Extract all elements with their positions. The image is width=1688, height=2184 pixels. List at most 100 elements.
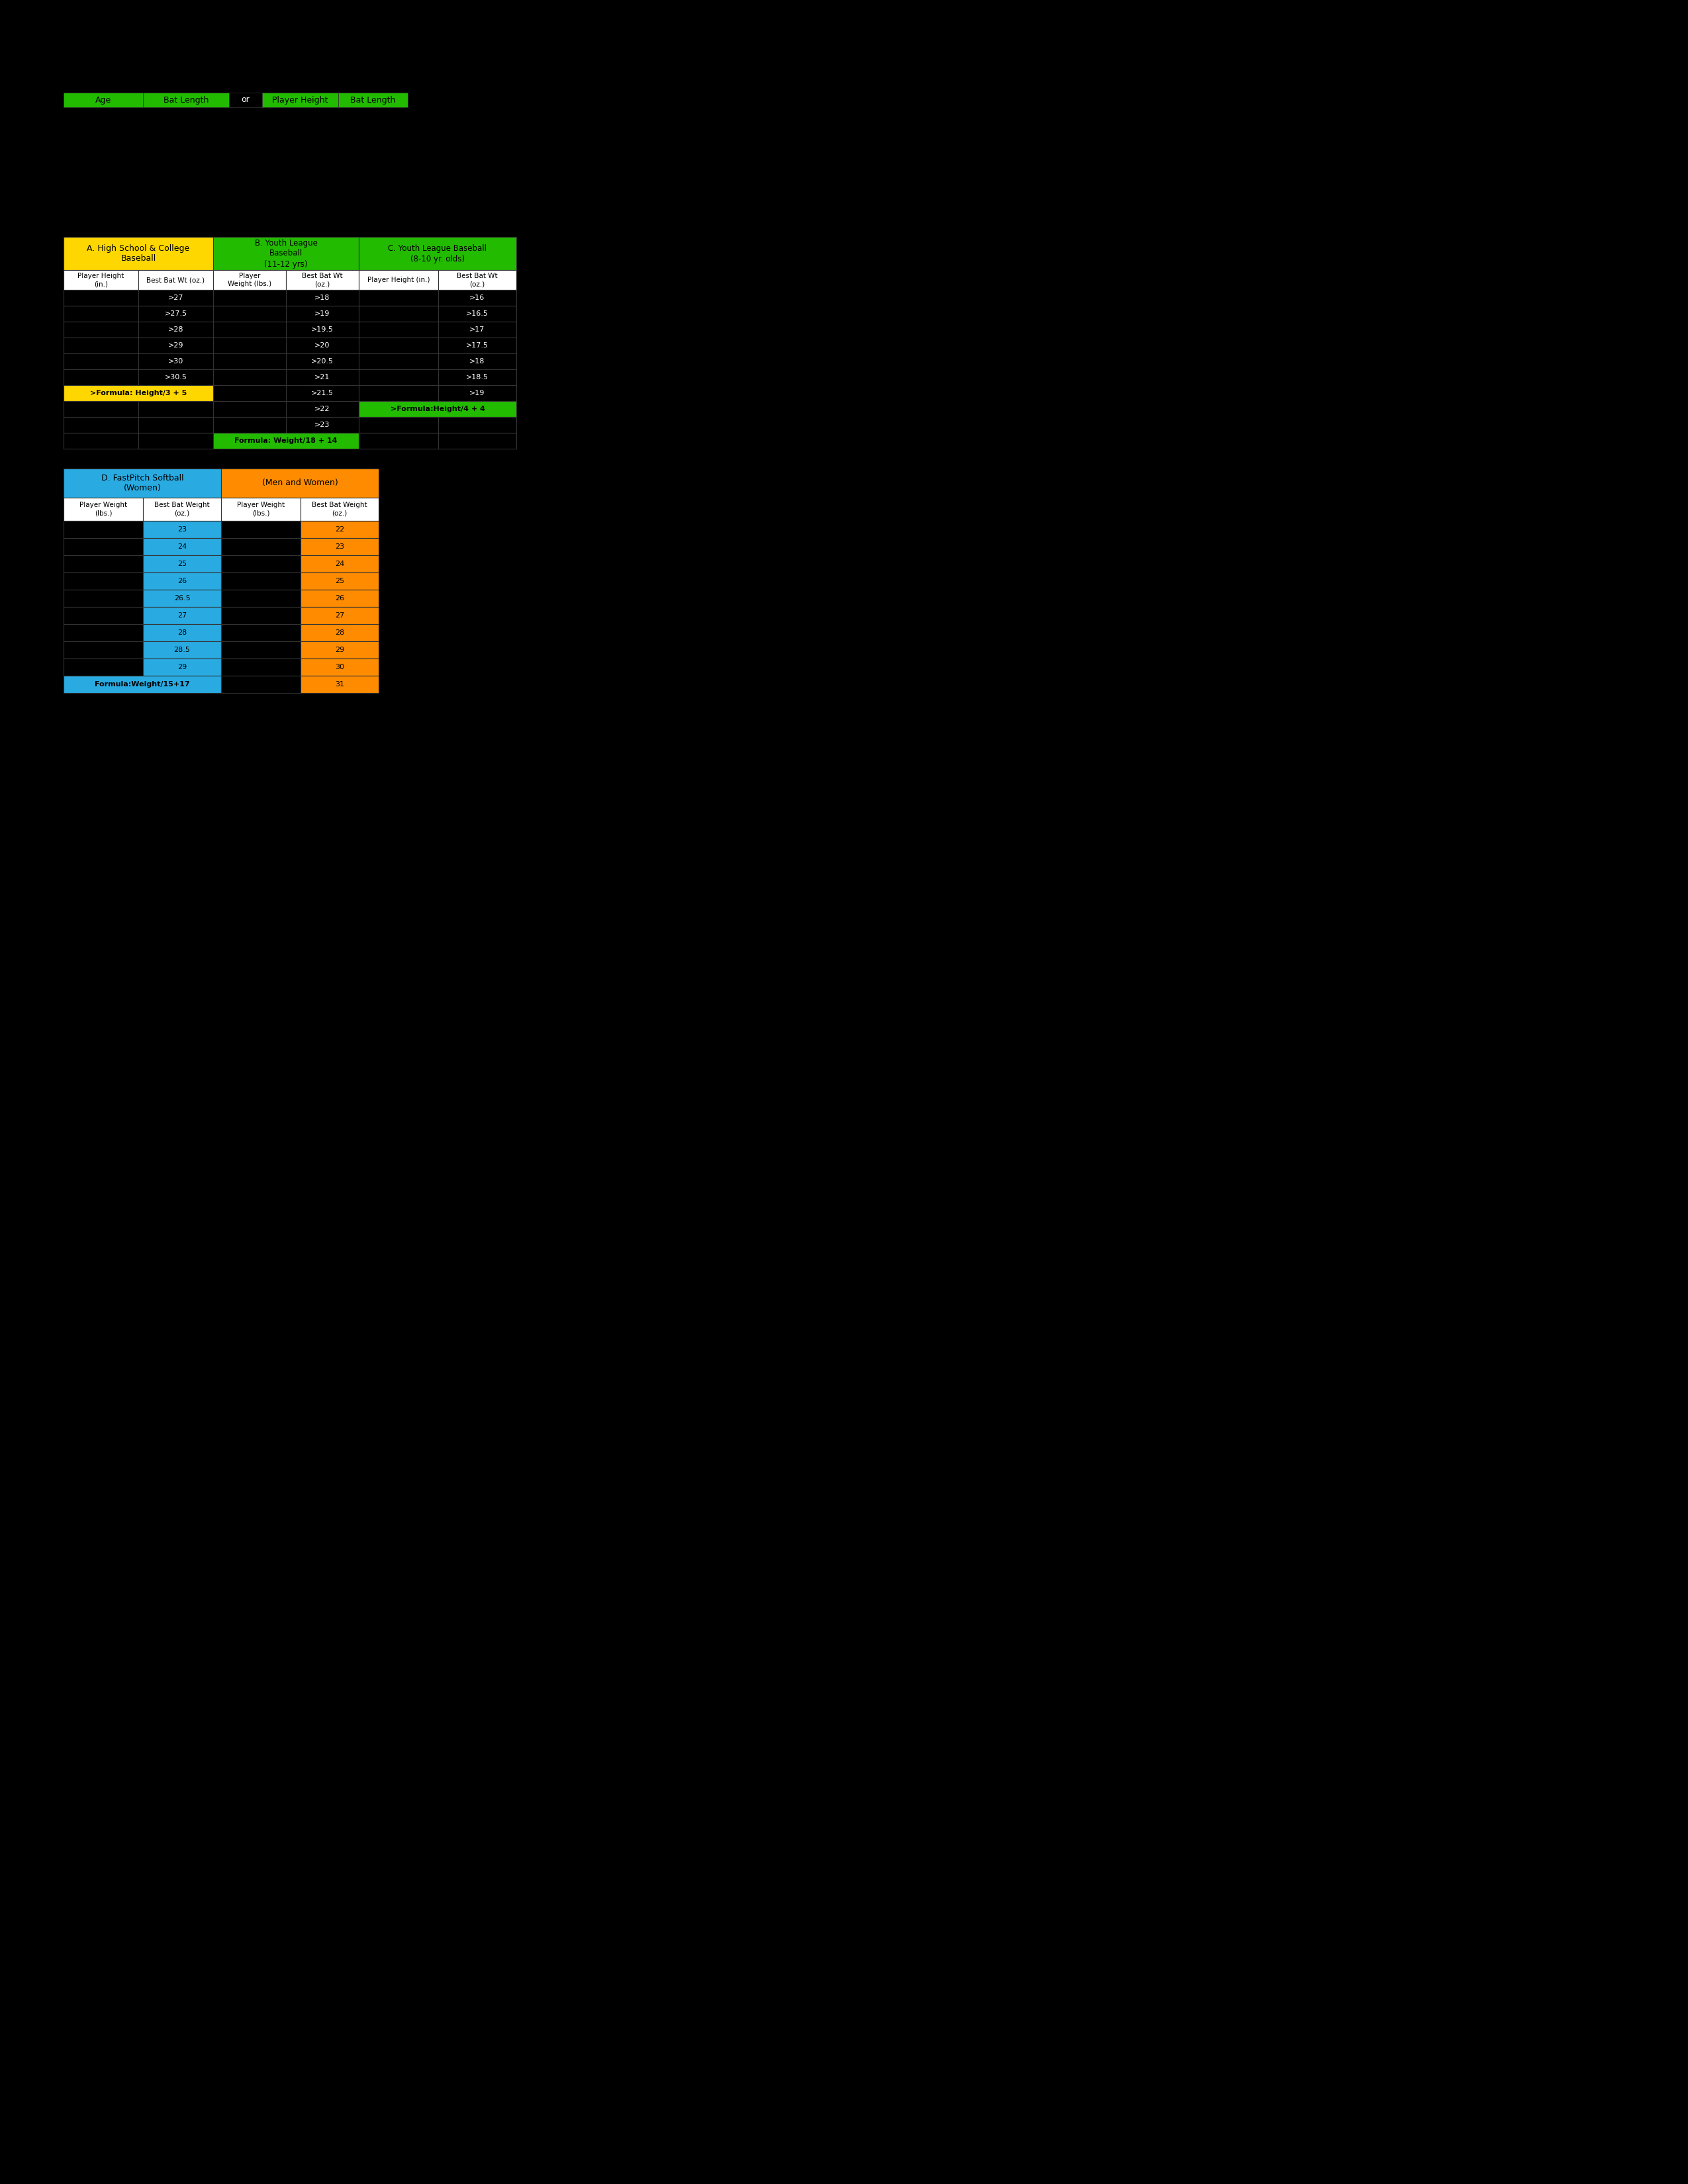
Bar <box>143 498 221 520</box>
Bar <box>221 625 300 642</box>
Text: >18: >18 <box>314 295 331 301</box>
Bar <box>138 369 213 384</box>
Text: >20.5: >20.5 <box>311 358 334 365</box>
Text: >16.5: >16.5 <box>466 310 488 317</box>
Bar <box>213 417 285 432</box>
Bar <box>138 321 213 339</box>
Bar <box>213 384 285 402</box>
Bar <box>439 384 517 402</box>
Text: Best Bat Wt
(oz.): Best Bat Wt (oz.) <box>302 273 343 288</box>
Bar <box>360 354 439 369</box>
Bar <box>285 339 360 354</box>
Text: >19: >19 <box>469 389 484 397</box>
Text: Best Bat Weight
(oz.): Best Bat Weight (oz.) <box>312 502 368 518</box>
Text: D. FastPitch Softball
(Women): D. FastPitch Softball (Women) <box>101 474 184 494</box>
Bar <box>230 92 262 107</box>
Bar <box>300 537 378 555</box>
Bar <box>64 339 138 354</box>
Bar <box>221 590 300 607</box>
Bar <box>221 498 300 520</box>
Bar <box>143 590 221 607</box>
Bar <box>300 498 378 520</box>
Bar <box>221 642 300 660</box>
Bar <box>221 660 300 675</box>
Bar <box>64 642 143 660</box>
Bar <box>285 417 360 432</box>
Bar <box>64 417 138 432</box>
Bar <box>64 290 138 306</box>
Text: >17.5: >17.5 <box>466 343 488 349</box>
Text: 28.5: 28.5 <box>174 646 191 653</box>
Text: B. Youth League
Baseball
(11-12 yrs): B. Youth League Baseball (11-12 yrs) <box>255 238 317 269</box>
Bar <box>221 607 300 625</box>
Text: (Men and Women): (Men and Women) <box>262 478 338 487</box>
Text: >23: >23 <box>314 422 331 428</box>
Text: >18.5: >18.5 <box>466 373 488 380</box>
Bar <box>143 537 221 555</box>
Text: >16: >16 <box>469 295 484 301</box>
Bar <box>138 417 213 432</box>
Text: 30: 30 <box>334 664 344 670</box>
Text: Player Height
(in.): Player Height (in.) <box>78 273 125 288</box>
Bar <box>300 555 378 572</box>
Bar <box>360 271 439 290</box>
Bar <box>439 290 517 306</box>
Text: Player Height: Player Height <box>272 96 327 105</box>
Text: 26.5: 26.5 <box>174 594 191 601</box>
Text: 27: 27 <box>334 612 344 618</box>
Bar <box>300 590 378 607</box>
Text: Player Weight
(lbs.): Player Weight (lbs.) <box>79 502 127 518</box>
Bar <box>262 92 338 107</box>
Bar <box>360 402 517 417</box>
Bar <box>64 625 143 642</box>
Text: Player Weight
(lbs.): Player Weight (lbs.) <box>236 502 285 518</box>
Text: 24: 24 <box>334 561 344 568</box>
Bar <box>285 354 360 369</box>
Text: 24: 24 <box>177 544 187 550</box>
Text: >20: >20 <box>314 343 331 349</box>
Bar <box>285 402 360 417</box>
Text: >22: >22 <box>314 406 331 413</box>
Text: >27: >27 <box>169 295 184 301</box>
Bar <box>360 432 439 448</box>
Bar <box>360 306 439 321</box>
Bar <box>213 271 285 290</box>
Bar <box>138 402 213 417</box>
Bar <box>285 369 360 384</box>
Bar <box>300 520 378 537</box>
Bar <box>221 675 300 692</box>
Bar <box>360 321 439 339</box>
Bar <box>138 271 213 290</box>
Text: Best Bat Weight
(oz.): Best Bat Weight (oz.) <box>154 502 209 518</box>
Bar <box>300 660 378 675</box>
Text: 25: 25 <box>177 561 187 568</box>
Bar <box>64 236 213 271</box>
Bar <box>360 384 439 402</box>
Text: >27.5: >27.5 <box>164 310 187 317</box>
Bar <box>221 537 300 555</box>
Bar <box>439 339 517 354</box>
Text: Formula:Weight/15+17: Formula:Weight/15+17 <box>95 681 189 688</box>
Text: 28: 28 <box>334 629 344 636</box>
Bar <box>221 520 300 537</box>
Text: >18: >18 <box>469 358 484 365</box>
Bar <box>439 306 517 321</box>
Bar <box>285 290 360 306</box>
Bar <box>138 354 213 369</box>
Bar <box>64 384 213 402</box>
Text: >19.5: >19.5 <box>311 325 334 332</box>
Bar <box>64 432 138 448</box>
Text: Formula: Weight/18 + 14: Formula: Weight/18 + 14 <box>235 437 338 443</box>
Bar <box>64 402 138 417</box>
Bar <box>300 642 378 660</box>
Bar <box>213 306 285 321</box>
Bar <box>143 660 221 675</box>
Bar <box>64 306 138 321</box>
Bar <box>213 354 285 369</box>
Text: 28: 28 <box>177 629 187 636</box>
Text: Player Height (in.): Player Height (in.) <box>368 277 430 284</box>
Text: 25: 25 <box>334 579 344 585</box>
Text: 22: 22 <box>334 526 344 533</box>
Bar <box>138 339 213 354</box>
Bar <box>143 92 230 107</box>
